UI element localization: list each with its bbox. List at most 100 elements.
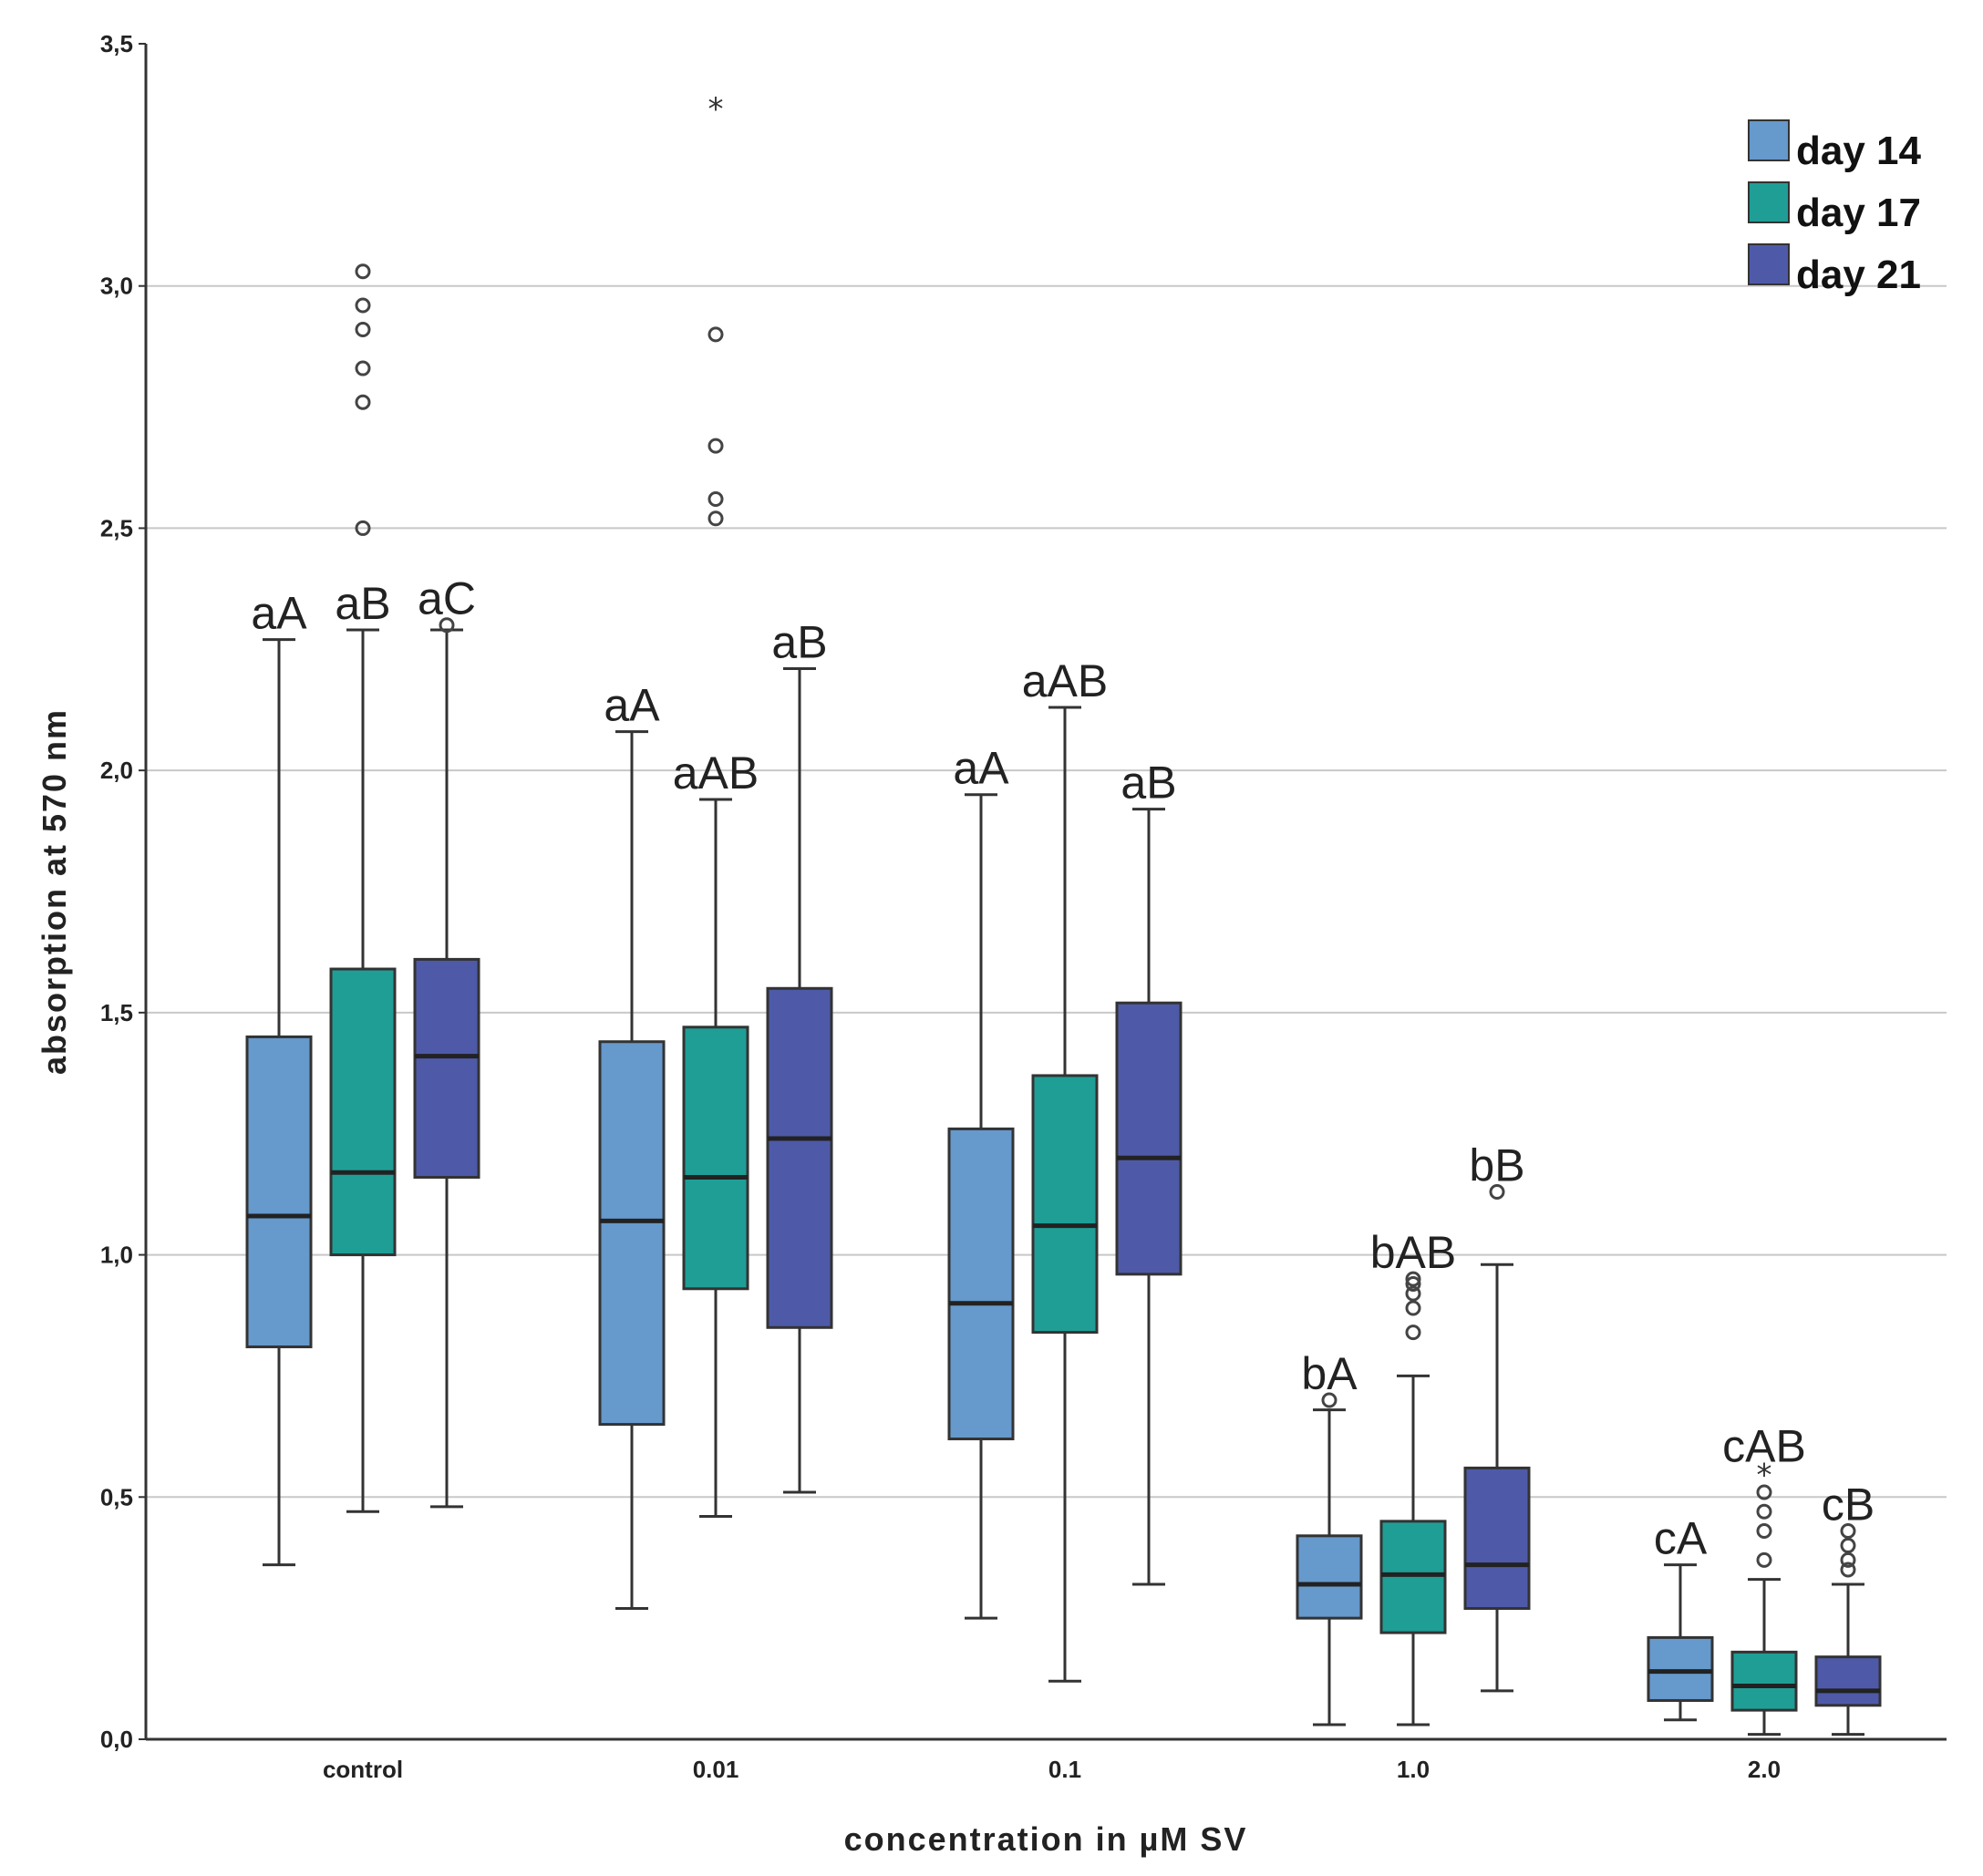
box-iqr (1730, 1650, 1798, 1712)
box-day-17-2.0: * (1730, 1458, 1798, 1737)
x-tick-label: 0.01 (693, 1756, 739, 1783)
x-tick-label: 1.0 (1397, 1756, 1430, 1783)
outlier-point (1405, 1275, 1421, 1292)
significance-label: aC (418, 573, 476, 624)
significance-label: aA (251, 588, 307, 639)
outlier-point (355, 322, 371, 338)
outlier-point (1405, 1300, 1421, 1316)
outlier-point (1756, 1484, 1772, 1500)
outlier-point (355, 263, 371, 280)
extreme-point: * (708, 91, 724, 128)
outlier-point (1840, 1537, 1856, 1553)
legend-swatch-day-21 (1748, 243, 1790, 285)
outlier-point (1840, 1522, 1856, 1539)
box-day-14-control (245, 638, 313, 1567)
x-tick-label: 2.0 (1748, 1756, 1781, 1783)
outlier-point (1405, 1285, 1421, 1302)
significance-label: cAB (1722, 1421, 1806, 1472)
box-iqr (1115, 1001, 1183, 1276)
outlier-point (1756, 1522, 1772, 1539)
box-day-21-control (413, 617, 480, 1509)
box-iqr (1814, 1655, 1882, 1707)
outlier-point (707, 510, 724, 527)
y-axis-title: absorption at 570 nm (36, 708, 73, 1075)
box-day-21-0.1 (1115, 808, 1183, 1586)
y-tick-label: 0,0 (100, 1726, 133, 1753)
box-iqr (766, 986, 833, 1329)
box-day-21-2.0 (1814, 1522, 1882, 1737)
axes (144, 44, 1947, 1741)
box-iqr (329, 967, 397, 1257)
box-iqr (245, 1035, 313, 1349)
box-iqr (1379, 1520, 1447, 1634)
outlier-point (707, 438, 724, 454)
box-iqr (598, 1040, 666, 1427)
gridlines (139, 43, 1947, 1740)
significance-label: cA (1654, 1513, 1708, 1564)
x-axis-title: concentration in µM SV (844, 1820, 1248, 1858)
outlier-point (355, 394, 371, 410)
y-tick-label: 3,0 (100, 273, 133, 300)
box-iqr (1031, 1074, 1099, 1335)
significance-label: bA (1301, 1348, 1358, 1399)
significance-label: aAB (1022, 655, 1109, 706)
significance-label: aB (1121, 758, 1176, 809)
legend-swatch-day-17 (1748, 181, 1790, 223)
legend-swatch-day-14 (1748, 119, 1790, 161)
boxes: ** (245, 91, 1882, 1737)
outlier-point (355, 360, 371, 376)
significance-label: aAB (673, 747, 759, 799)
outlier-point (355, 297, 371, 314)
legend-label-day-17: day 17 (1796, 191, 1921, 235)
outlier-point (1756, 1551, 1772, 1568)
x-tick-label: control (323, 1756, 403, 1783)
box-day-21-0.01 (766, 667, 833, 1494)
x-tick-label: 0.1 (1048, 1756, 1081, 1783)
y-tick-label: 2,5 (100, 514, 133, 541)
significance-label: aB (771, 617, 827, 668)
box-iqr (1647, 1635, 1714, 1702)
y-tick-label: 2,0 (100, 757, 133, 784)
extreme-point: * (1757, 1458, 1772, 1494)
box-iqr (1296, 1534, 1363, 1620)
significance-label: aB (335, 578, 390, 629)
y-tick-label: 3,5 (100, 30, 133, 57)
outlier-point (1840, 1551, 1856, 1568)
outlier-point (439, 617, 455, 634)
box-day-17-0.1 (1031, 706, 1099, 1683)
outlier-point (355, 520, 371, 536)
box-day-21-1.0 (1463, 1183, 1531, 1693)
significance-label: aA (604, 680, 660, 731)
legend-label-day-14: day 14 (1796, 129, 1922, 173)
box-iqr (682, 1026, 749, 1291)
box-day-14-0.01 (598, 730, 666, 1611)
outlier-point (1489, 1183, 1505, 1200)
outlier-point (1405, 1325, 1421, 1341)
significance-label: bB (1469, 1139, 1524, 1191)
outlier-point (1756, 1503, 1772, 1520)
outlier-point (1840, 1562, 1856, 1578)
y-tick-label: 1,0 (100, 1242, 133, 1269)
significance-label: cB (1822, 1479, 1875, 1530)
outlier-point (1405, 1271, 1421, 1287)
box-day-14-2.0 (1647, 1563, 1714, 1722)
box-iqr (413, 957, 480, 1180)
box-day-14-0.1 (947, 793, 1015, 1620)
box-iqr (947, 1127, 1015, 1441)
box-iqr (1463, 1466, 1531, 1611)
significance-labels: aA aA aA bA cA aB aAB aAB bAB cAB aC aB aB bB cB (251, 573, 1875, 1564)
y-tick-labels: 0,0 0,5 1,0 1,5 2,0 2,5 3,0 3,5 (100, 30, 133, 1753)
x-tick-labels: control 0.01 0.1 1.0 2.0 (323, 1756, 1781, 1783)
legend: day 14 day 17 day 21 (1748, 119, 1922, 297)
significance-label: bAB (1370, 1227, 1457, 1278)
y-tick-label: 1,5 (100, 999, 133, 1026)
legend-label-day-21: day 21 (1796, 253, 1921, 297)
box-day-17-control (329, 263, 397, 1513)
outlier-point (707, 326, 724, 343)
y-tick-label: 0,5 (100, 1483, 133, 1510)
box-day-14-1.0 (1296, 1392, 1363, 1727)
box-day-17-0.01: * (682, 91, 749, 1519)
outlier-point (707, 491, 724, 508)
outlier-point (1321, 1392, 1337, 1408)
